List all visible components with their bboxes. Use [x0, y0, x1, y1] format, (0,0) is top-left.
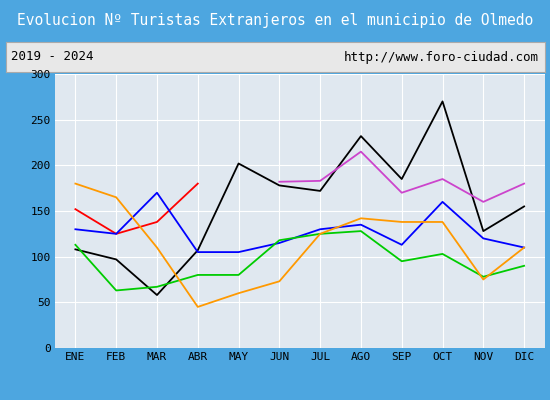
Text: 2019 - 2024: 2019 - 2024 — [11, 50, 94, 64]
Text: http://www.foro-ciudad.com: http://www.foro-ciudad.com — [344, 50, 539, 64]
Text: Evolucion Nº Turistas Extranjeros en el municipio de Olmedo: Evolucion Nº Turistas Extranjeros en el … — [17, 14, 533, 28]
